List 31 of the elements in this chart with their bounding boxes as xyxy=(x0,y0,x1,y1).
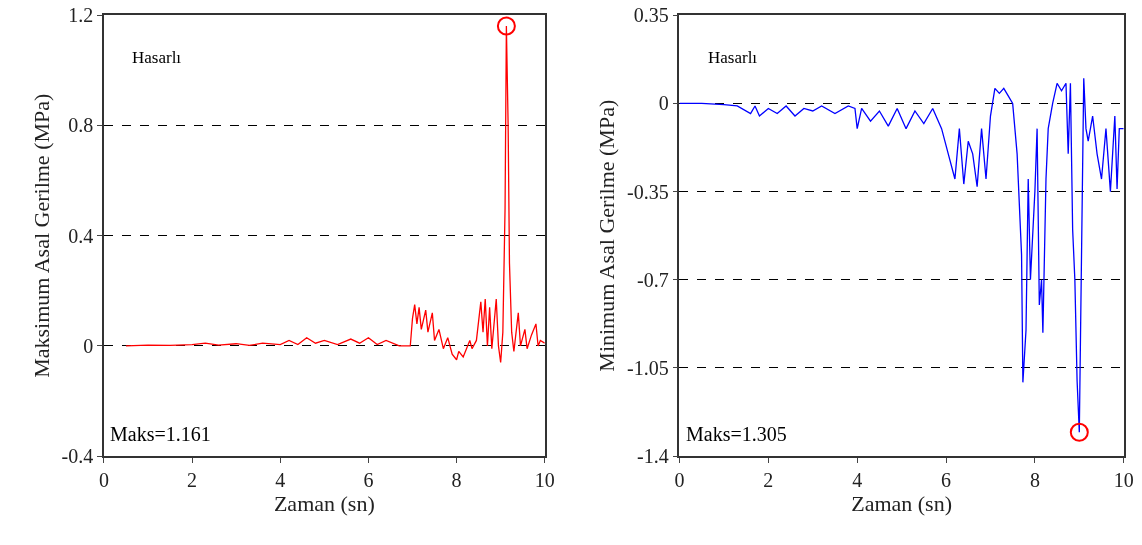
annotation: Hasarlı xyxy=(132,48,182,67)
y-tick-label: 0 xyxy=(658,92,669,115)
y-tick-label: -0.4 xyxy=(61,445,94,468)
x-tick-label: 8 xyxy=(1029,468,1040,491)
x-tick-label: 0 xyxy=(674,468,685,491)
x-tick-label: 6 xyxy=(363,468,374,491)
annotation: Maks=1.305 xyxy=(686,423,787,445)
y-tick-label: 1.2 xyxy=(68,4,94,27)
y-tick-label: -1.05 xyxy=(627,356,669,379)
x-tick-label: 2 xyxy=(187,468,198,491)
x-tick-label: 4 xyxy=(852,468,863,491)
x-tick-label: 8 xyxy=(451,468,462,491)
x-tick-label: 10 xyxy=(534,468,555,491)
x-axis-title: Zaman (sn) xyxy=(273,490,375,516)
x-tick-label: 2 xyxy=(763,468,774,491)
y-tick-label: 0.4 xyxy=(68,224,94,247)
x-tick-label: 0 xyxy=(98,468,109,491)
y-tick-label: 0.8 xyxy=(68,114,94,137)
annotation: Maks=1.161 xyxy=(110,423,211,445)
x-tick-label: 10 xyxy=(1113,468,1134,491)
y-tick-label: 0 xyxy=(83,334,94,357)
y-tick-label: -0.35 xyxy=(627,180,669,203)
x-tick-label: 6 xyxy=(941,468,952,491)
y-tick-label: -0.7 xyxy=(637,268,669,291)
y-tick-label: 0.35 xyxy=(633,4,669,27)
annotation: Hasarlı xyxy=(708,48,758,67)
x-axis-title: Zaman (sn) xyxy=(851,490,953,516)
y-axis-title: Maksimum Asal Gerilme (MPa) xyxy=(28,93,54,378)
y-axis-title: Minimum Asal Gerilme (MPa) xyxy=(594,99,620,372)
x-tick-label: 4 xyxy=(275,468,286,491)
y-tick-label: -1.4 xyxy=(637,445,669,468)
